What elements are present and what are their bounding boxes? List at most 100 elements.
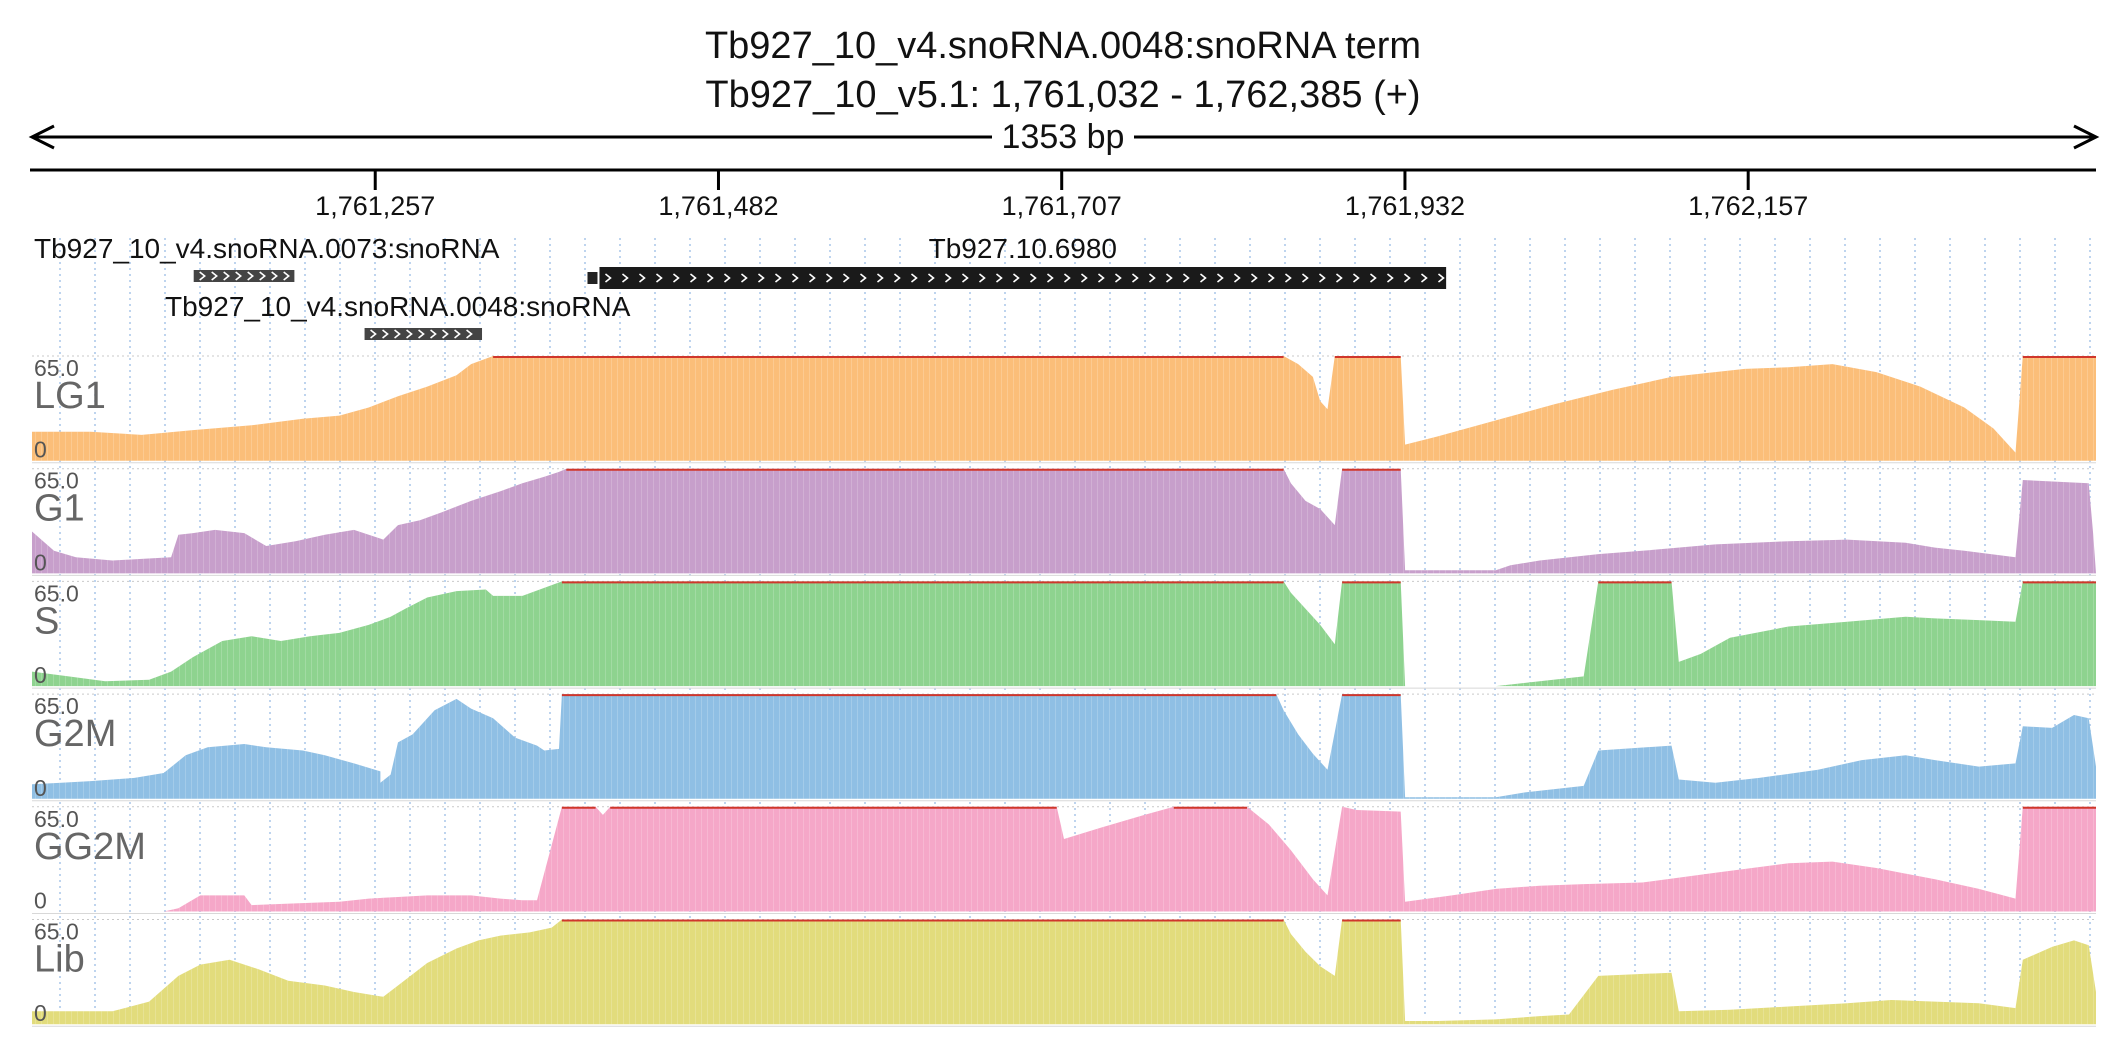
strand-arrow (876, 273, 884, 283)
strand-arrow (825, 273, 833, 283)
strand-arrow (604, 273, 612, 283)
track-min-label: 0 (34, 549, 47, 575)
strand-arrow (223, 271, 230, 281)
strand-arrow (406, 329, 413, 339)
strand-arrow (706, 273, 714, 283)
strand-arrow (1080, 273, 1088, 283)
strand-arrow (1012, 273, 1020, 283)
strand-arrow (1216, 273, 1224, 283)
track-name: S (34, 600, 59, 642)
strand-arrow (199, 271, 206, 281)
strand-arrow (944, 273, 952, 283)
strand-arrow (672, 273, 680, 283)
strand-arrow (1335, 273, 1343, 283)
track-g1: 65.0G1 0 (32, 468, 2096, 576)
strand-arrow (859, 273, 867, 283)
strand-arrow (283, 271, 290, 281)
strand-arrow (370, 329, 377, 339)
strand-arrow (442, 329, 449, 339)
span-label: 1353 bp (1002, 118, 1125, 156)
track-name: Lib (34, 939, 85, 981)
strand-arrow (1233, 273, 1241, 283)
track-min-label: 0 (34, 888, 47, 914)
chart-title: Tb927_10_v4.snoRNA.0048:snoRNA term (705, 25, 1421, 67)
feature-label: Tb927.10.6980 (929, 233, 1117, 264)
coverage-bar-texture (32, 468, 2096, 574)
strand-arrow (1029, 273, 1037, 283)
strand-arrow (961, 273, 969, 283)
track-max-label: 65.0 (34, 468, 79, 494)
strand-arrow (910, 273, 918, 283)
strand-arrow (454, 329, 461, 339)
strand-arrow (1403, 273, 1411, 283)
strand-arrow (638, 273, 646, 283)
strand-arrow (1420, 273, 1428, 283)
coverage-bar-texture (32, 356, 2096, 461)
track-name: G1 (34, 488, 85, 530)
track-max-label: 65.0 (34, 693, 79, 719)
feature-bar (193, 270, 295, 282)
track-s: 65.0S 0 (32, 580, 2096, 689)
strand-arrow (418, 329, 425, 339)
strand-arrow (1097, 273, 1105, 283)
strand-arrow (1369, 273, 1377, 283)
coverage-tracks: 65.0LG1065.0G1065.0S065.0G2M065.0GG2M065… (32, 355, 2096, 1027)
strand-arrow (1046, 273, 1054, 283)
coordinate-axis: 1,761,257 1,761,482 1,761,707 1,761,932 1,76… (30, 168, 2096, 221)
track-max-label: 65.0 (34, 806, 79, 832)
track-min-label: 0 (34, 662, 47, 688)
span-ruler: 1353 bp (28, 118, 2100, 156)
span-arrow-right (2073, 124, 2100, 150)
track-max-label: 65.0 (34, 355, 79, 381)
feature-tb927-10-6980[interactable]: Tb927.10.6980 (587, 233, 1447, 289)
track-name: G2M (34, 713, 116, 755)
track-min-label: 0 (34, 437, 47, 463)
feature-tb927-10-v4-snorna-0073-snorna[interactable]: Tb927_10_v4.snoRNA.0073:snoRNA (34, 233, 500, 282)
axis-tick-label: 1,762,157 (1688, 191, 1808, 221)
axis-tick-label: 1,761,257 (315, 191, 435, 221)
axis-tick-label: 1,761,482 (658, 191, 778, 221)
strand-arrow (466, 329, 473, 339)
strand-arrow (774, 273, 782, 283)
strand-arrow (1318, 273, 1326, 283)
strand-arrow (893, 273, 901, 283)
track-min-label: 0 (34, 775, 47, 801)
axis-tick-label: 1,761,707 (1002, 191, 1122, 221)
track-name: LG1 (34, 375, 106, 417)
strand-arrow (1199, 273, 1207, 283)
feature-bar (599, 267, 1447, 289)
strand-arrow (430, 329, 437, 339)
strand-arrow (927, 273, 935, 283)
strand-arrow (1165, 273, 1173, 283)
span-arrow-left (28, 124, 55, 150)
feature-tb927-10-v4-snorna-0048-snorna[interactable]: Tb927_10_v4.snoRNA.0048:snoRNA (165, 291, 631, 340)
chart-subtitle: Tb927_10_v5.1: 1,761,032 - 1,762,385 (+) (705, 74, 1420, 116)
strand-arrow (1182, 273, 1190, 283)
annotation-track: Tb927_10_v4.snoRNA.0073:snoRNA Tb927.10.6… (34, 233, 1447, 340)
strand-arrow (757, 273, 765, 283)
track-min-label: 0 (34, 1000, 47, 1026)
strand-arrow (740, 273, 748, 283)
feature-label: Tb927_10_v4.snoRNA.0048:snoRNA (165, 291, 631, 322)
strand-arrow (382, 329, 389, 339)
feature-utr (587, 272, 598, 284)
strand-arrow (211, 271, 218, 281)
strand-arrow (271, 271, 278, 281)
coverage-bar-texture (32, 694, 2096, 799)
strand-arrow (1437, 273, 1445, 283)
track-max-label: 65.0 (34, 919, 79, 945)
strand-arrow (808, 273, 816, 283)
strand-arrow (655, 273, 663, 283)
strand-arrow (1386, 273, 1394, 283)
strand-arrow (1267, 273, 1275, 283)
track-name: GG2M (34, 826, 146, 868)
strand-arrow (842, 273, 850, 283)
feature-label: Tb927_10_v4.snoRNA.0073:snoRNA (34, 233, 500, 264)
strand-arrow (791, 273, 799, 283)
strand-arrow (621, 273, 629, 283)
strand-arrow (235, 271, 242, 281)
strand-arrow (1114, 273, 1122, 283)
